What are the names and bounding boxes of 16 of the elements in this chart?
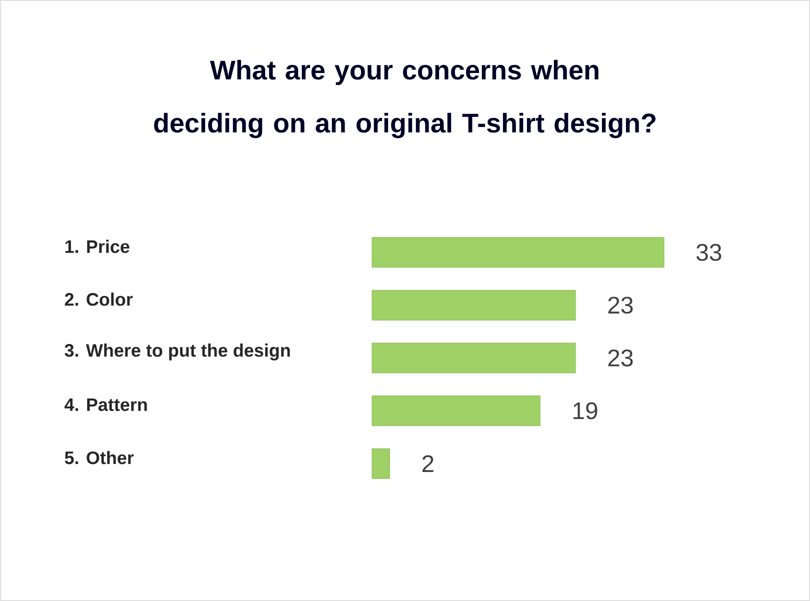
data-label: 2 [422, 455, 434, 472]
y-tick-label: 2. Color [64, 292, 133, 306]
y-tick-label: 5. Other [64, 450, 134, 464]
y-tick-label: 3. Where to put the design [64, 344, 290, 360]
y-tick-label: 1. Price [65, 240, 130, 253]
bar [372, 290, 576, 320]
data-label: 23 [608, 296, 633, 314]
chart-title: What are your concerns when deciding on an original T-shirt design? [154, 60, 656, 138]
bar [372, 396, 540, 426]
data-label: 23 [608, 350, 633, 366]
data-label: 19 [574, 402, 598, 420]
bar [372, 342, 576, 374]
data-label: 33 [696, 244, 722, 261]
y-tick-label: 4. Pattern [64, 398, 147, 412]
bar [372, 448, 390, 479]
bar [372, 237, 664, 268]
